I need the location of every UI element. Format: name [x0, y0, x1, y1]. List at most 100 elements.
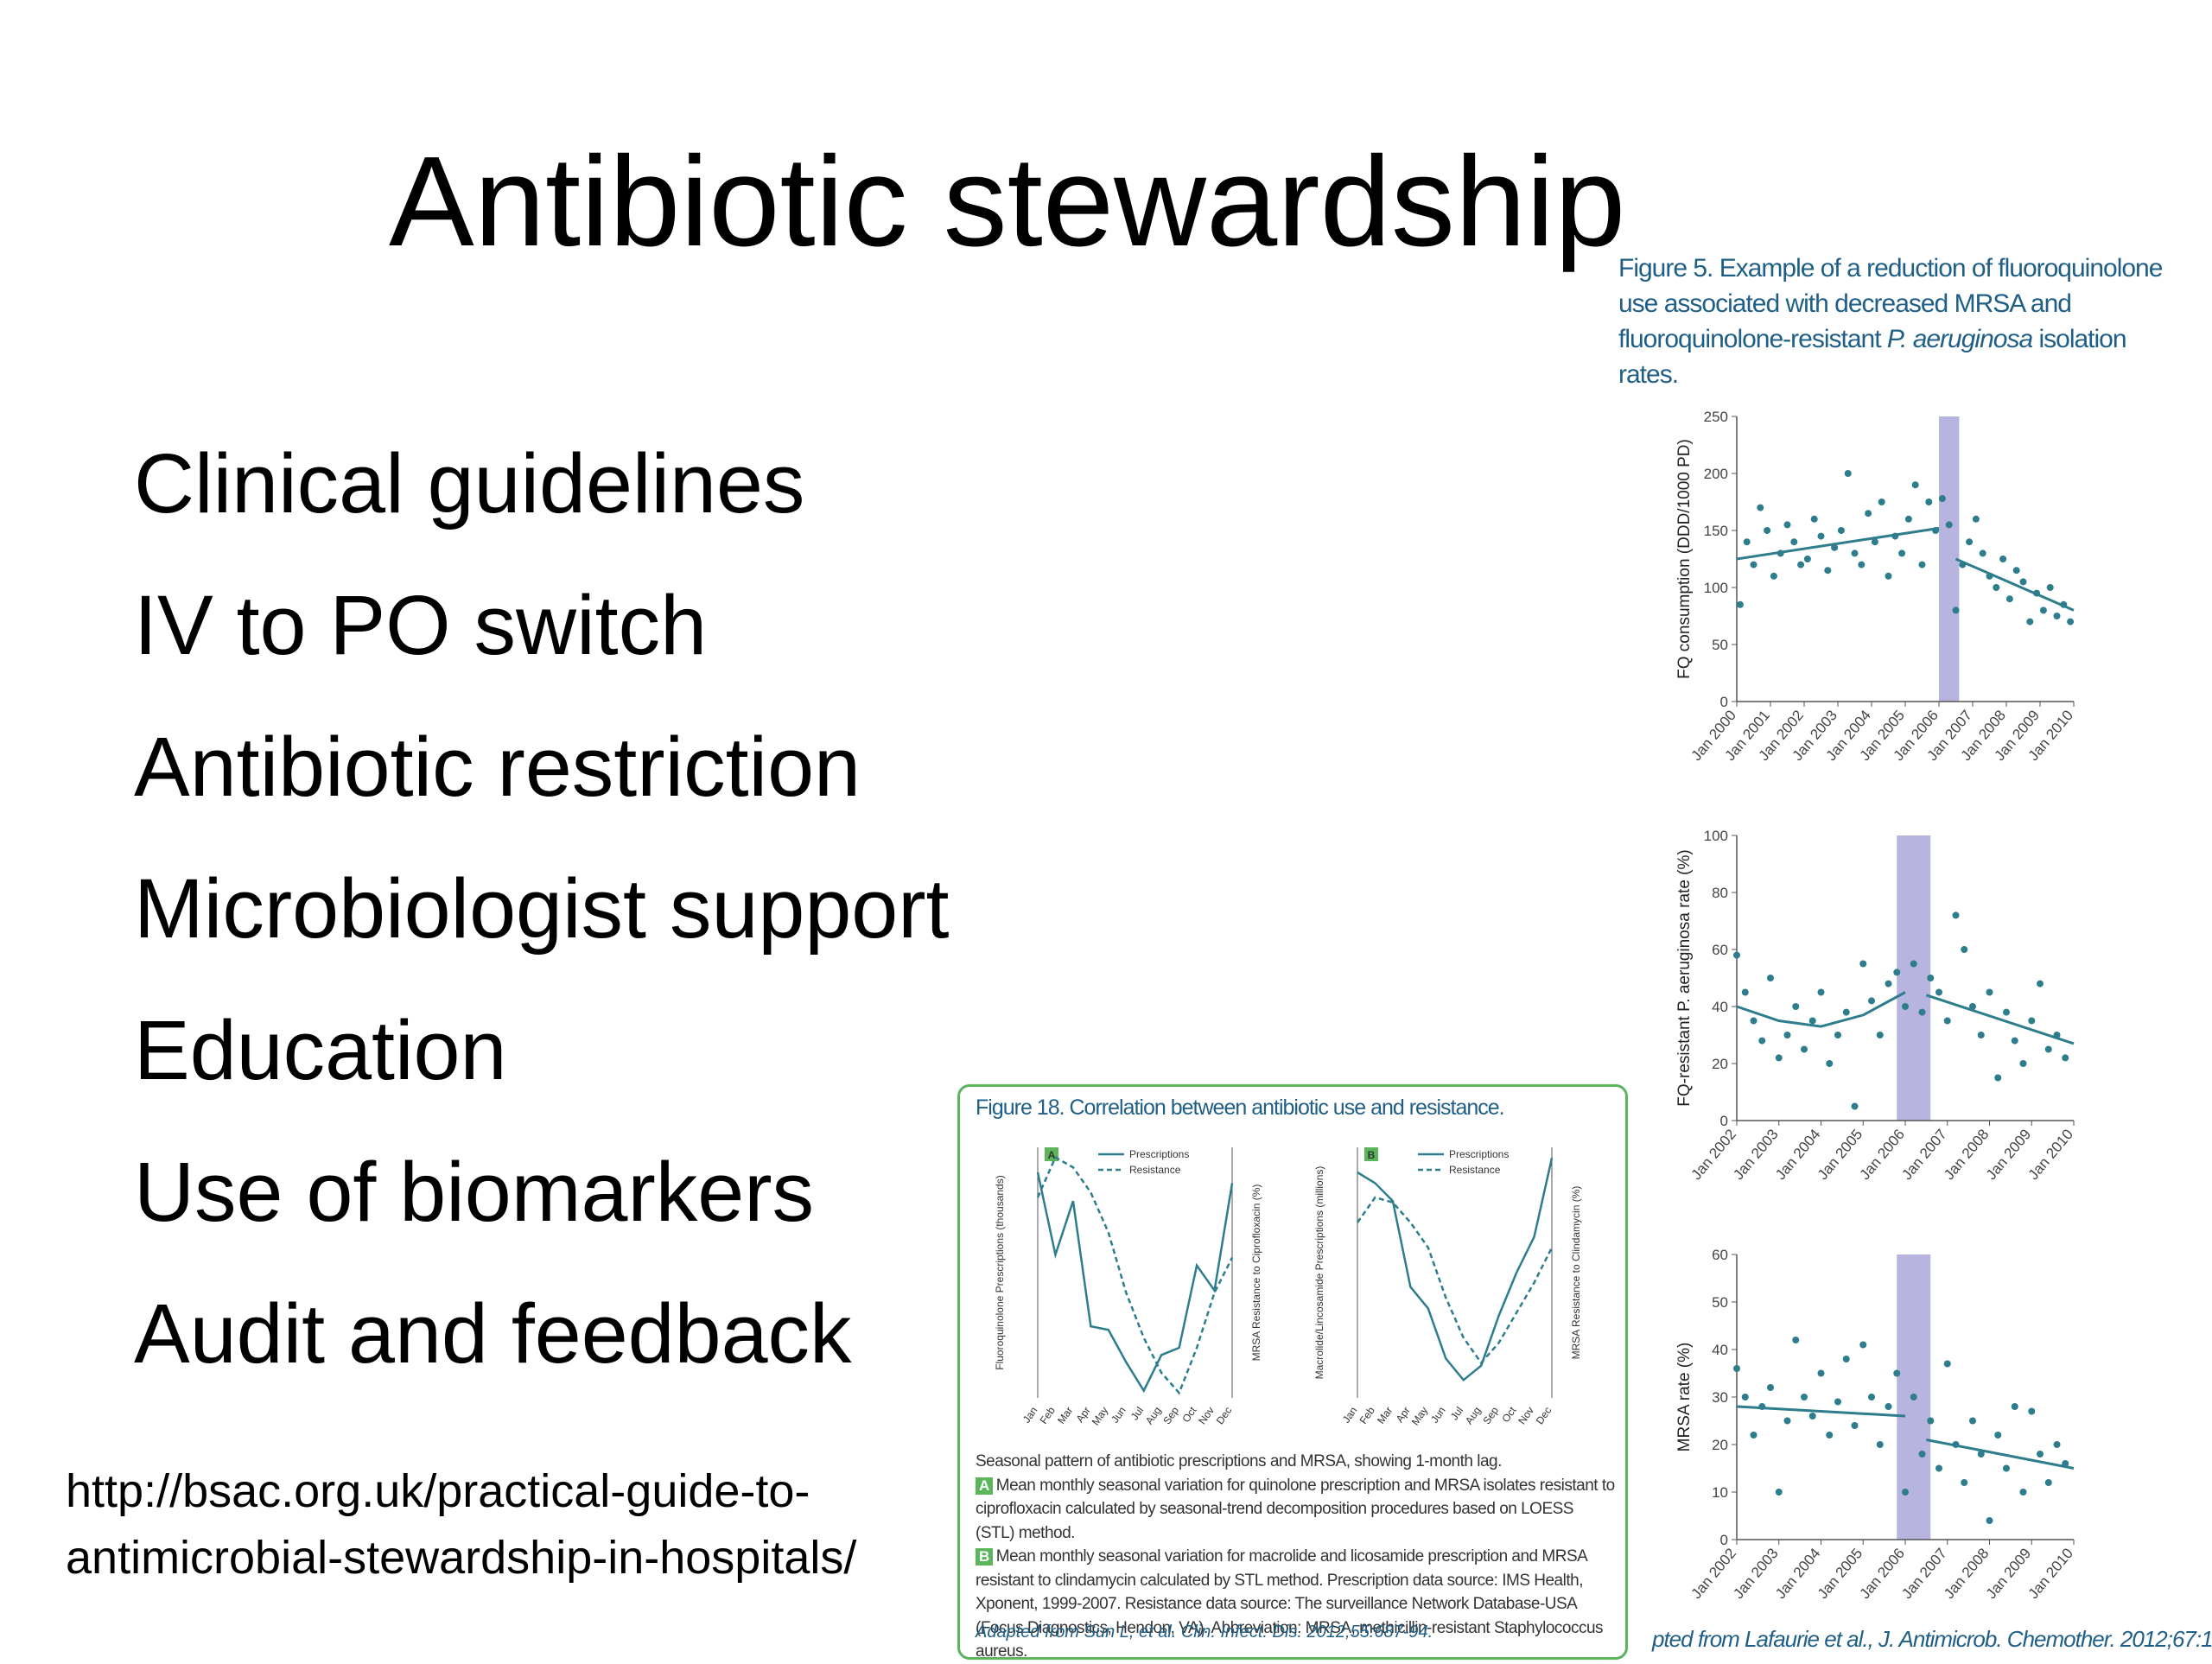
data-point — [1859, 1341, 1867, 1349]
data-point — [1918, 561, 1926, 568]
data-point — [2011, 1037, 2018, 1045]
figure18-box: Figure 18. Correlation between antibioti… — [957, 1084, 1628, 1661]
data-point — [1808, 1413, 1816, 1419]
x-tick-label: Jan 2010 — [2025, 1126, 2077, 1183]
bullet-item: Use of biomarkers — [134, 1145, 815, 1239]
x-tick-label: Feb — [1357, 1404, 1378, 1426]
data-point — [1885, 1403, 1892, 1410]
figure18-note-a-text: Mean monthly seasonal variation for quin… — [976, 1476, 1615, 1542]
y-tick-label: 50 — [1712, 637, 1728, 653]
x-tick-label: Dec — [1214, 1405, 1235, 1427]
data-point — [2046, 584, 2054, 591]
x-tick-label: Feb — [1038, 1404, 1058, 1426]
data-point — [1938, 495, 1946, 503]
data-point — [2053, 1441, 2061, 1448]
y-tick-label: 100 — [1704, 580, 1728, 596]
data-point — [2053, 1032, 2061, 1038]
x-tick-label: Nov — [1516, 1405, 1536, 1427]
data-point — [1885, 980, 1892, 988]
y-axis-label: FQ consumption (DDD/1000 PD) — [1675, 439, 1694, 679]
figure18-intro: Seasonal pattern of antibiotic prescript… — [976, 1452, 1502, 1470]
data-point — [1831, 543, 1839, 551]
figure18-note-a: A Mean monthly seasonal variation for qui… — [976, 1474, 1615, 1546]
source-url[interactable]: http://bsac.org.uk/practical-guide-to-an… — [66, 1465, 857, 1584]
data-point — [1911, 481, 1919, 489]
data-point — [1891, 532, 1899, 540]
data-point — [1842, 1356, 1850, 1362]
data-point — [2062, 1460, 2069, 1467]
data-point — [1803, 556, 1811, 562]
panel-badge — [1364, 1147, 1378, 1161]
y-tick-label: 60 — [1712, 942, 1728, 958]
y-tick-label: 40 — [1712, 1342, 1728, 1358]
data-point — [1993, 584, 2000, 591]
data-point — [1767, 975, 1774, 981]
y-axis-label: FQ-resistant P. aeruginosa rate (%) — [1675, 849, 1694, 1106]
data-point — [1904, 515, 1912, 523]
figure5-footer: pted from Lafaurie et al., J. Antimicrob… — [1652, 1626, 2212, 1652]
data-point — [1775, 1489, 1783, 1496]
data-point — [2012, 567, 2020, 575]
data-point — [1986, 988, 1993, 996]
data-point — [2044, 1045, 2052, 1053]
data-point — [1952, 607, 1960, 614]
figure5-caption: Figure 5. Example of a reduction of fluo… — [1618, 251, 2189, 392]
data-point — [2033, 589, 2041, 597]
data-point — [2003, 1464, 2010, 1472]
x-tick-label: Jan — [1020, 1405, 1040, 1426]
data-point — [1945, 521, 1953, 529]
data-point — [1936, 988, 1942, 996]
data-point — [2062, 1054, 2069, 1062]
figure18-note-b: B Mean monthly seasonal variation for mac… — [976, 1545, 1615, 1664]
y-tick-label: 20 — [1712, 1437, 1728, 1453]
intervention-band — [1897, 835, 1931, 1121]
panel-a-label: A — [976, 1477, 993, 1495]
x-tick-label: Sep — [1480, 1404, 1501, 1426]
bullet-list: Clinical guidelines IV to PO switch Anti… — [134, 413, 949, 1405]
data-point — [1966, 538, 1974, 546]
panel-b-label: B — [976, 1548, 993, 1566]
y-tick-label: 0 — [1720, 694, 1728, 710]
data-point — [1741, 988, 1749, 996]
data-point — [1826, 1432, 1834, 1439]
data-point — [1999, 556, 2007, 562]
data-point — [1764, 527, 1771, 534]
data-point — [1770, 572, 1777, 580]
data-point — [1876, 1441, 1884, 1448]
data-point — [1893, 969, 1901, 976]
x-tick-label: Jun — [1428, 1405, 1448, 1426]
data-point — [1918, 1008, 1926, 1016]
data-point — [1750, 1432, 1758, 1439]
data-point — [2003, 1008, 2010, 1016]
y-tick-label: 0 — [1720, 1113, 1728, 1129]
data-point — [1936, 1464, 1942, 1472]
x-tick-label: Mar — [1055, 1405, 1075, 1426]
prescriptions-line — [1357, 1158, 1554, 1382]
data-point — [1878, 499, 1885, 505]
data-point — [1844, 470, 1852, 477]
trend-line — [1736, 526, 1940, 561]
data-point — [1775, 1054, 1783, 1062]
data-point — [1790, 538, 1798, 546]
data-point — [1994, 1432, 2002, 1439]
x-tick-label: Sep — [1160, 1404, 1181, 1426]
data-point — [1910, 960, 1917, 968]
data-point — [1969, 1003, 1976, 1010]
data-point — [1918, 1451, 1926, 1458]
resistance-line — [1036, 1155, 1234, 1395]
y-tick-label: 100 — [1704, 828, 1728, 844]
panel-a-chart: Fluoroquinolone Prescriptions (thousands… — [994, 1147, 1262, 1427]
data-point — [1851, 1422, 1859, 1429]
x-tick-label: Jan — [1340, 1405, 1360, 1426]
data-point — [1733, 951, 1740, 959]
legend-resistance: Resistance — [1449, 1164, 1501, 1176]
prescriptions-line — [1036, 1172, 1234, 1394]
data-point — [1927, 1417, 1935, 1425]
y-tick-label: 150 — [1704, 523, 1728, 539]
data-point — [2037, 980, 2044, 988]
data-point — [1842, 1008, 1850, 1016]
data-point — [2019, 1060, 2027, 1067]
data-point — [1801, 1394, 1808, 1400]
x-tick-label: Oct — [1179, 1404, 1199, 1425]
